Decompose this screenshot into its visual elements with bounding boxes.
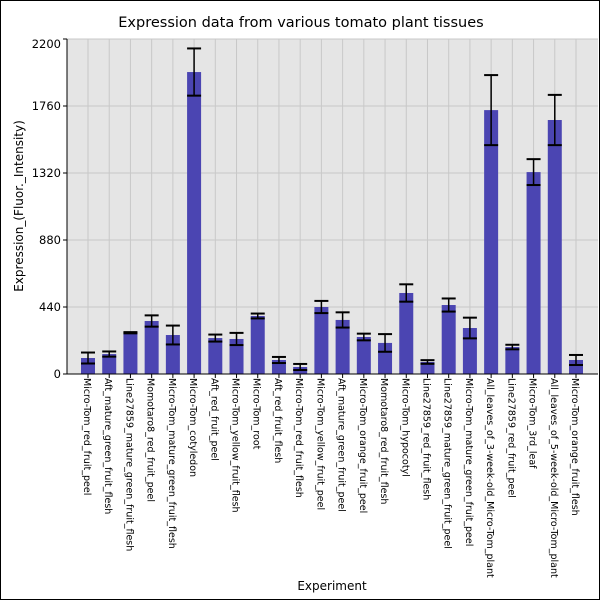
- bar: [208, 338, 223, 374]
- bar: [123, 332, 138, 374]
- bar: [229, 338, 244, 374]
- x-tick-label: Micro-Tom_red_fruit_flesh: [293, 378, 304, 498]
- x-tick-label: Aft_mature_green_fruit_flesh: [102, 378, 113, 514]
- error-bar: [165, 324, 180, 346]
- error-bar: [229, 331, 244, 347]
- plot-area: [67, 39, 598, 374]
- bar: [547, 120, 562, 374]
- bar: [144, 321, 159, 374]
- y-tick-label: 440: [39, 300, 61, 314]
- error-bar: [123, 331, 138, 335]
- bar: [462, 328, 477, 374]
- x-tick-label: All_leaves_of_5-week-old_Micro-Tom_plant: [548, 378, 559, 578]
- bar: [314, 307, 329, 374]
- error-bar: [102, 350, 117, 358]
- error-bar: [484, 74, 499, 147]
- bar: [356, 336, 371, 374]
- bar: [420, 361, 435, 374]
- error-bar: [356, 332, 371, 342]
- bar: [250, 315, 265, 374]
- error-bar: [208, 333, 223, 343]
- x-tick-label: Aft_mature_green_fruit_peel: [336, 378, 347, 512]
- x-tick-label: Micro-Tom_orange_fruit_flesh: [569, 378, 580, 516]
- bar: [335, 319, 350, 374]
- bar: [526, 172, 541, 374]
- error-bar: [293, 362, 308, 372]
- x-tick-label: Momotaro8_red_fruit_peel: [145, 378, 156, 502]
- y-tick-label: 880: [39, 233, 61, 247]
- bar: [187, 72, 202, 374]
- error-bar: [314, 299, 329, 315]
- bar: [102, 354, 117, 374]
- chart-title: Expression data from various tomato plan…: [118, 15, 483, 31]
- error-bar: [547, 93, 562, 147]
- error-bar: [441, 297, 456, 313]
- x-tick-label: Momotaro8_red_fruit_flesh: [378, 378, 389, 504]
- error-bar: [378, 333, 393, 353]
- error-bar: [144, 314, 159, 328]
- error-bar: [271, 355, 286, 365]
- error-bar: [569, 353, 583, 367]
- x-tick-label: Aft_red_fruit_peel: [208, 378, 219, 461]
- bar: [569, 359, 583, 374]
- x-tick-label: Line27859_mature_green_fruit_peel: [442, 378, 453, 549]
- bar: [505, 347, 520, 374]
- x-tick-label: Micro-Tom_cotyledon: [187, 378, 198, 477]
- x-tick-label: Micro-Tom_hypocotyl: [399, 378, 410, 477]
- x-tick-label: Micro-Tom_yellow_fruit_flesh: [230, 378, 241, 513]
- x-tick-label: Micro-Tom_red_fruit_peel: [81, 378, 92, 495]
- x-tick-label: Micro-Tom_mature_green_fruit_flesh: [166, 378, 177, 549]
- error-bar: [420, 359, 435, 365]
- error-bar: [399, 283, 414, 303]
- error-bar: [462, 316, 477, 340]
- x-tick-label: Micro-Tom_yellow_fruit_peel: [314, 378, 325, 510]
- x-tick-label: Micro-Tom_orange_fruit_peel: [357, 378, 368, 513]
- y-tick-label: 0: [54, 367, 61, 381]
- x-tick-label: Aft_red_fruit_flesh: [272, 378, 283, 463]
- error-bar: [250, 312, 265, 320]
- y-tick-label: 1760: [32, 99, 61, 113]
- bar: [484, 110, 499, 375]
- error-bar: [335, 311, 350, 329]
- y-tick-label: 1320: [32, 166, 61, 180]
- bar: [81, 358, 95, 374]
- error-bar: [187, 47, 202, 97]
- x-tick-label: Micro-Tom_3rd_leaf: [527, 378, 538, 469]
- error-bar: [526, 158, 541, 187]
- error-bar: [505, 343, 520, 351]
- x-axis-label: Experiment: [297, 579, 367, 593]
- x-tick-label: Line27859_red_fruit_peel: [505, 378, 516, 498]
- y-axis-label: Expression_(Fluor._Intensity): [12, 120, 26, 292]
- bar: [378, 342, 393, 374]
- bar: [399, 292, 414, 374]
- x-tick-label: Line27859_mature_green_fruit_flesh: [123, 378, 134, 551]
- x-tick-label: Micro-Tom_root: [251, 378, 262, 450]
- y-tick-label: 2200: [32, 37, 61, 51]
- bar: [441, 305, 456, 374]
- x-tick-label: All_leaves_of_3-week-old_Micro-Tom_plant: [484, 378, 495, 578]
- error-bar: [81, 351, 95, 365]
- x-tick-label: Micro-Tom_mature_green_fruit_peel: [463, 378, 474, 546]
- x-tick-label: Line27859_red_fruit_flesh: [420, 378, 431, 500]
